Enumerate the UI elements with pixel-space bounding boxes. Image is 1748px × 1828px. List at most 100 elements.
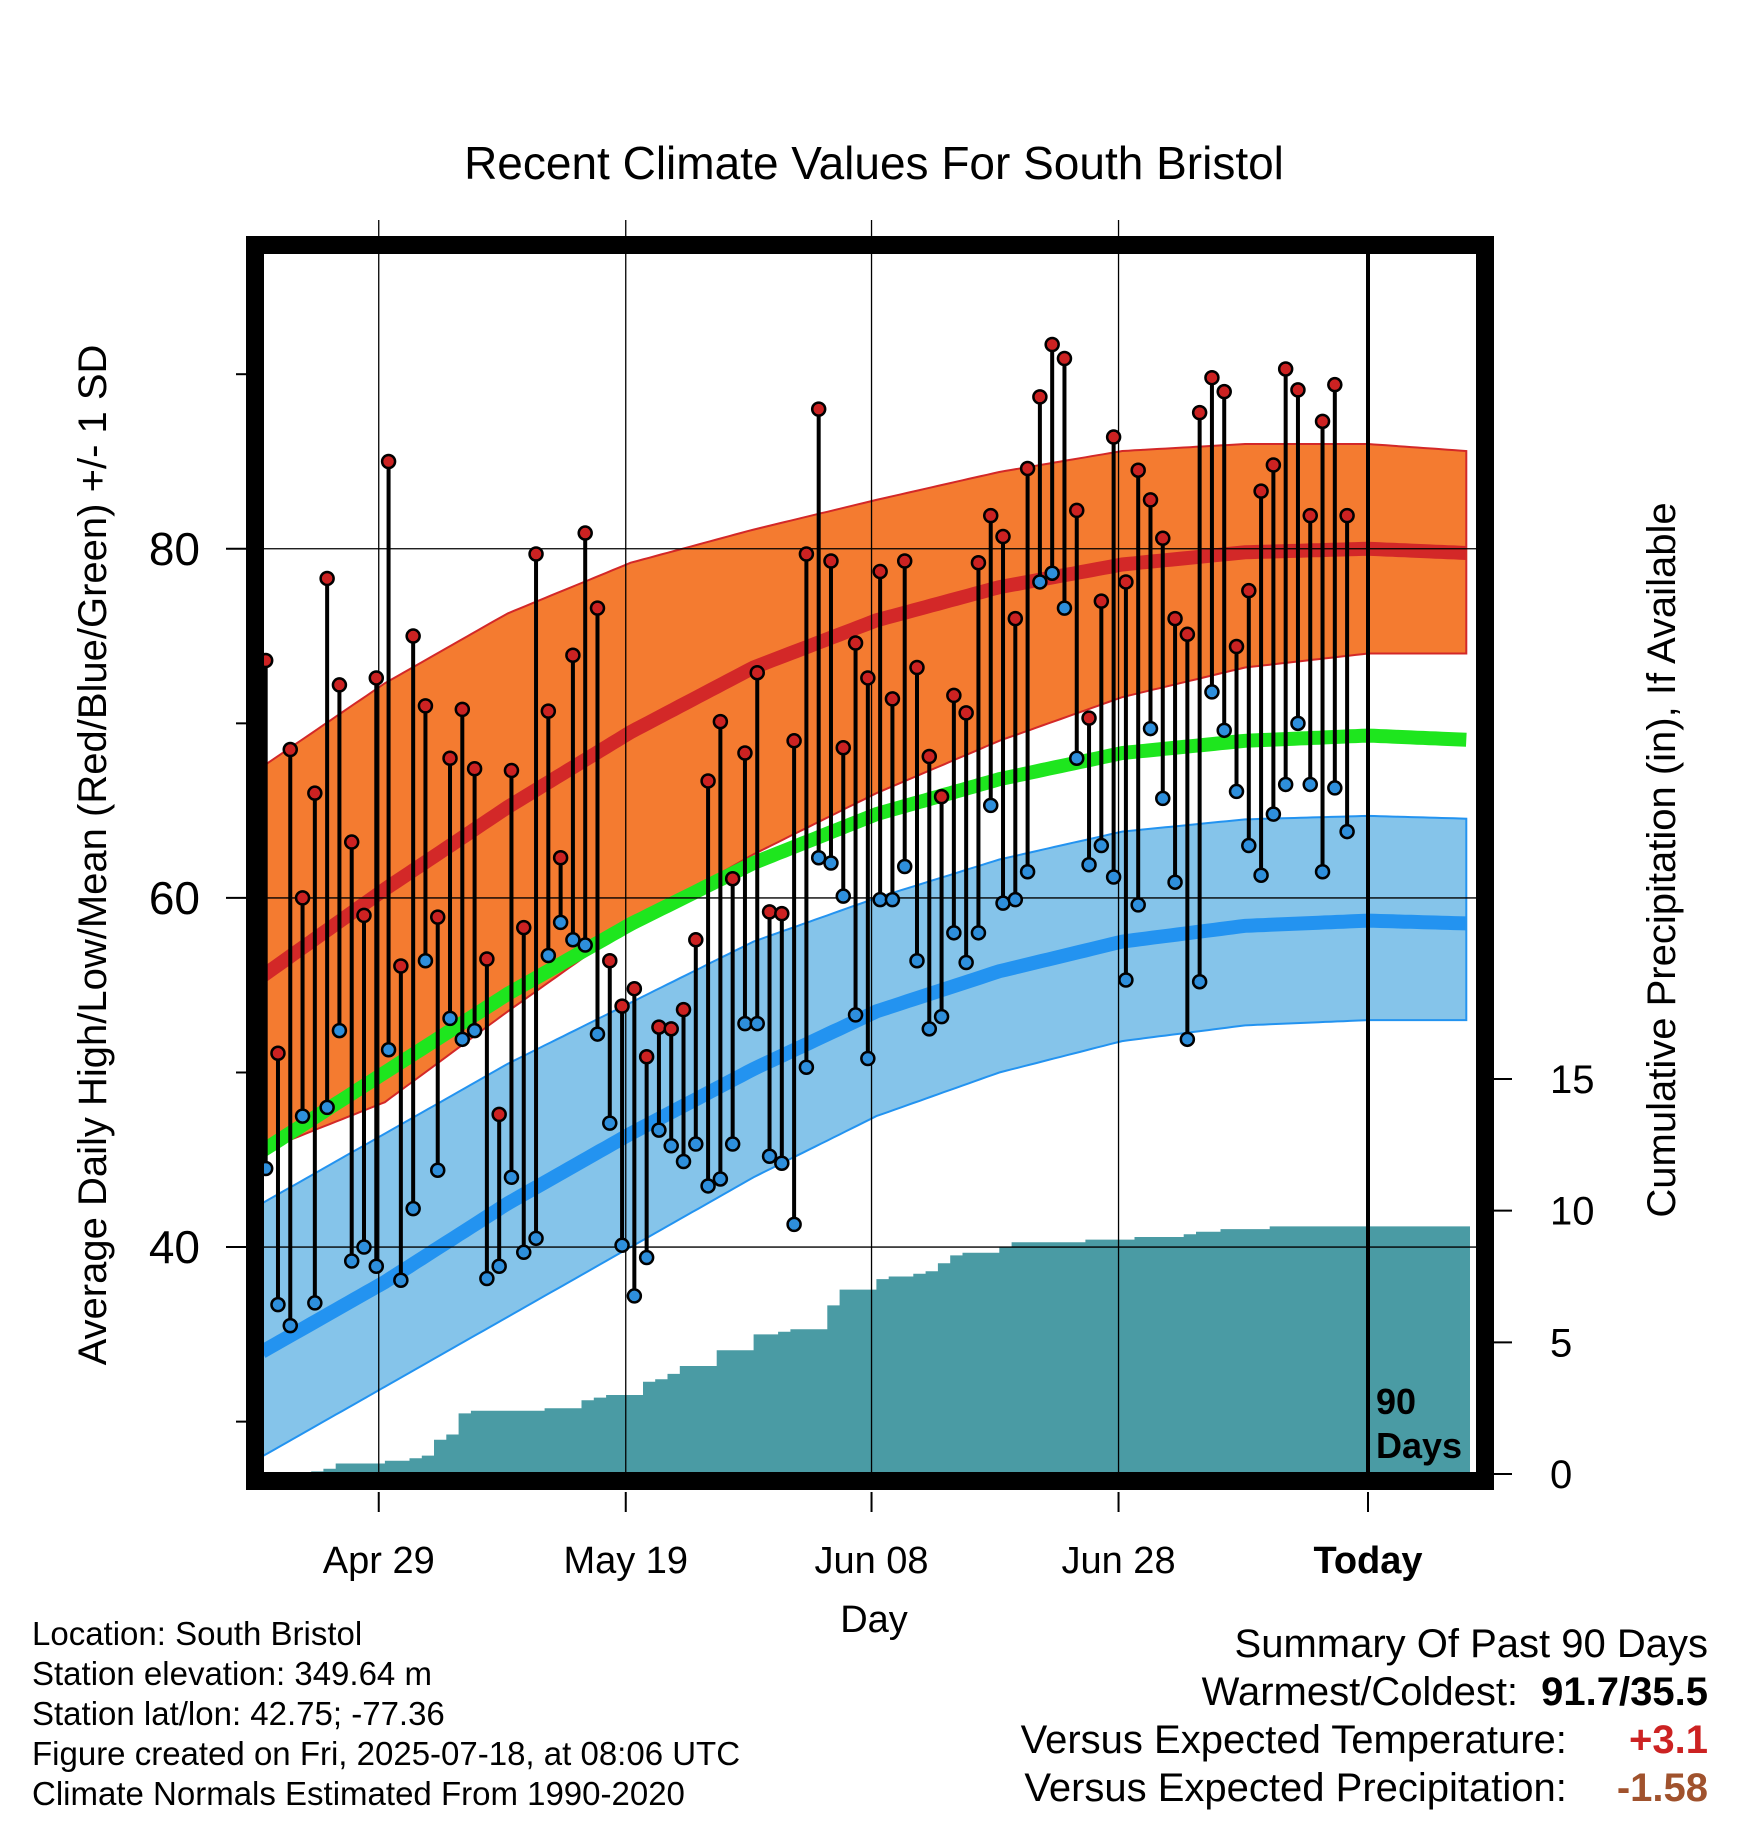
low-point <box>1241 837 1257 854</box>
high-point <box>343 834 360 850</box>
high-point <box>1142 492 1159 508</box>
low-point <box>1167 874 1183 890</box>
high-point <box>516 919 532 936</box>
high-point <box>1069 502 1085 519</box>
low-point <box>380 1042 397 1058</box>
low-point <box>442 1010 458 1027</box>
y2-axis-label: Cumulative Precipitation (in), If Availa… <box>1640 502 1684 1217</box>
low-point <box>552 914 569 931</box>
y-tick-label: 40 <box>149 1221 200 1273</box>
high-point <box>860 670 876 686</box>
high-point <box>1019 460 1036 477</box>
low-point <box>343 1253 360 1269</box>
low-point <box>319 1099 335 1116</box>
high-point <box>835 740 852 756</box>
high-point <box>995 528 1011 545</box>
high-point <box>1056 350 1073 367</box>
high-point <box>896 553 913 569</box>
high-point <box>1204 369 1220 386</box>
high-point <box>1277 361 1294 377</box>
high-point <box>270 1045 286 1062</box>
high-point <box>454 701 471 718</box>
high-point <box>884 691 901 707</box>
high-point <box>417 698 434 714</box>
low-point <box>823 855 839 871</box>
created-text: Figure created on Fri, 2025-07-18, at 08… <box>32 1735 741 1772</box>
high-point <box>405 628 421 644</box>
days-label-text: Days <box>1376 1425 1462 1466</box>
high-point <box>1302 507 1318 524</box>
high-point <box>1241 582 1257 599</box>
low-point <box>577 937 593 953</box>
low-point <box>626 1288 643 1304</box>
low-point <box>1093 837 1110 854</box>
high-point <box>479 951 495 967</box>
low-point <box>810 850 827 866</box>
low-point <box>1327 780 1343 796</box>
high-point <box>294 890 311 906</box>
summary-precip: Versus Expected Precipitation: -1.58 <box>1021 1764 1708 1812</box>
high-point <box>1216 383 1232 400</box>
low-point <box>651 1122 667 1138</box>
low-point <box>1081 856 1097 873</box>
low-point <box>331 1022 348 1039</box>
precipitation-area <box>262 1226 1470 1474</box>
low-point <box>1290 715 1306 732</box>
high-point <box>1253 483 1269 499</box>
high-point <box>909 659 925 676</box>
high-point <box>946 687 962 704</box>
low-point <box>1277 776 1294 793</box>
low-point <box>1191 973 1208 990</box>
high-point <box>282 741 299 758</box>
low-point <box>724 1136 741 1152</box>
low-point <box>368 1258 385 1275</box>
high-point <box>847 635 864 651</box>
low-point <box>909 953 925 969</box>
low-point <box>970 925 987 941</box>
low-point <box>774 1155 790 1172</box>
low-point <box>896 858 913 875</box>
low-point <box>786 1216 802 1233</box>
high-point <box>626 980 643 997</box>
low-point <box>638 1249 655 1266</box>
warm-cold-label: Warmest/Coldest: <box>1201 1670 1519 1714</box>
high-point <box>466 760 483 777</box>
high-point <box>1191 404 1208 421</box>
high-point <box>1007 610 1024 627</box>
low-point <box>540 947 557 964</box>
high-point <box>688 932 704 948</box>
low-point <box>589 1026 606 1042</box>
high-point <box>577 525 593 541</box>
low-point <box>761 1148 778 1165</box>
high-point <box>786 733 802 749</box>
low-point <box>1204 684 1220 700</box>
warm-cold-value: 91.7/35.5 <box>1541 1670 1708 1714</box>
low-point <box>356 1239 372 1255</box>
y-tick-label: 60 <box>149 872 200 924</box>
low-point <box>946 925 962 941</box>
days-label-number: 90 <box>1376 1381 1416 1422</box>
x-tick-label: Today <box>1313 1540 1422 1582</box>
low-point <box>700 1178 716 1194</box>
high-point <box>565 647 581 664</box>
low-point <box>1265 806 1282 822</box>
x-tick-label: May 19 <box>563 1540 688 1582</box>
low-point <box>454 1031 471 1048</box>
high-point <box>663 1021 679 1037</box>
low-point <box>503 1169 520 1185</box>
high-point <box>503 762 520 779</box>
precip-value: -1.58 <box>1616 1766 1708 1810</box>
high-point <box>1167 610 1183 627</box>
high-point <box>307 785 323 801</box>
x-axis-label: Day <box>840 1599 908 1641</box>
low-point <box>528 1230 544 1247</box>
low-point <box>958 954 974 971</box>
frame-border <box>246 236 1494 1490</box>
high-point <box>368 670 385 686</box>
low-point <box>1069 750 1085 767</box>
axes: 40 60 80 0 5 10 15 Apr 29 May 19 Jun 08 Jun 28 Toda… <box>149 373 1595 1582</box>
y-axis-label: Average Daily High/Low/Mean (Red/Blue/Gr… <box>71 345 115 1366</box>
low-point <box>995 895 1011 911</box>
low-point <box>688 1136 704 1152</box>
